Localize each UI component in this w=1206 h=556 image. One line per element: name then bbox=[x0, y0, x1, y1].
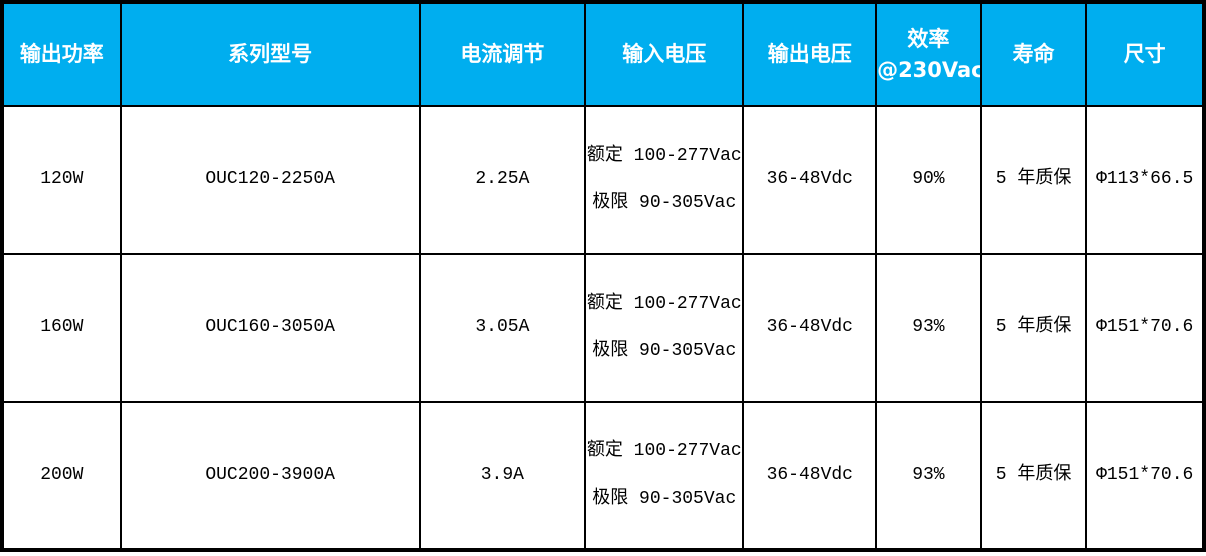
cell-current-adjust: 2.25A bbox=[418, 105, 587, 255]
cell-lifetime: 5 年质保 bbox=[979, 105, 1088, 255]
cell-input-voltage: 额定 100-277Vac 极限 90-305Vac bbox=[584, 401, 745, 551]
cell-size: Φ151*70.6 bbox=[1085, 253, 1205, 403]
table-row: 200W OUC200-3900A 3.9A 额定 100-277Vac 极限 … bbox=[1, 401, 1205, 551]
cell-output-voltage: 36-48Vdc bbox=[742, 401, 878, 551]
cell-output-power: 200W bbox=[1, 401, 122, 551]
header-current-adjust: 电流调节 bbox=[418, 1, 587, 107]
header-size: 尺寸 bbox=[1085, 1, 1205, 107]
header-output-voltage: 输出电压 bbox=[742, 1, 878, 107]
cell-input-voltage: 额定 100-277Vac 极限 90-305Vac bbox=[584, 105, 745, 255]
cell-input-voltage: 额定 100-277Vac 极限 90-305Vac bbox=[584, 253, 745, 403]
input-voltage-limit: 极限 90-305Vac bbox=[592, 193, 737, 213]
cell-lifetime: 5 年质保 bbox=[979, 253, 1088, 403]
header-efficiency: 效率 @230Vac bbox=[875, 1, 982, 107]
header-lifetime: 寿命 bbox=[979, 1, 1088, 107]
cell-series-model: OUC200-3900A bbox=[119, 401, 421, 551]
table-header-row: 输出功率 系列型号 电流调节 输入电压 输出电压 效率 @230Vac 寿命 尺… bbox=[1, 1, 1205, 107]
cell-size: Φ113*66.5 bbox=[1085, 105, 1205, 255]
cell-output-voltage: 36-48Vdc bbox=[742, 253, 878, 403]
cell-output-voltage: 36-48Vdc bbox=[742, 105, 878, 255]
cell-efficiency: 93% bbox=[875, 253, 982, 403]
cell-series-model: OUC120-2250A bbox=[119, 105, 421, 255]
cell-current-adjust: 3.9A bbox=[418, 401, 587, 551]
table-row: 160W OUC160-3050A 3.05A 额定 100-277Vac 极限… bbox=[1, 253, 1205, 403]
cell-output-power: 160W bbox=[1, 253, 122, 403]
table-row: 120W OUC120-2250A 2.25A 额定 100-277Vac 极限… bbox=[1, 105, 1205, 255]
cell-output-power: 120W bbox=[1, 105, 122, 255]
input-voltage-rated: 额定 100-277Vac bbox=[586, 145, 742, 166]
header-input-voltage: 输入电压 bbox=[584, 1, 745, 107]
header-efficiency-label: 效率 bbox=[907, 27, 950, 52]
input-voltage-limit: 极限 90-305Vac bbox=[592, 488, 737, 509]
header-output-power: 输出功率 bbox=[1, 1, 122, 107]
cell-size: Φ151*70.6 bbox=[1085, 401, 1205, 551]
cell-current-adjust: 3.05A bbox=[418, 253, 587, 403]
header-series-model: 系列型号 bbox=[119, 1, 421, 107]
cell-efficiency: 90% bbox=[875, 105, 982, 255]
cell-lifetime: 5 年质保 bbox=[979, 401, 1088, 551]
input-voltage-limit: 极限 90-305Vac bbox=[592, 341, 737, 361]
input-voltage-rated: 额定 100-277Vac bbox=[586, 441, 742, 462]
cell-efficiency: 93% bbox=[875, 401, 982, 551]
input-voltage-rated: 额定 100-277Vac bbox=[586, 293, 742, 314]
header-efficiency-condition: @230Vac bbox=[877, 57, 981, 82]
cell-series-model: OUC160-3050A bbox=[119, 253, 421, 403]
